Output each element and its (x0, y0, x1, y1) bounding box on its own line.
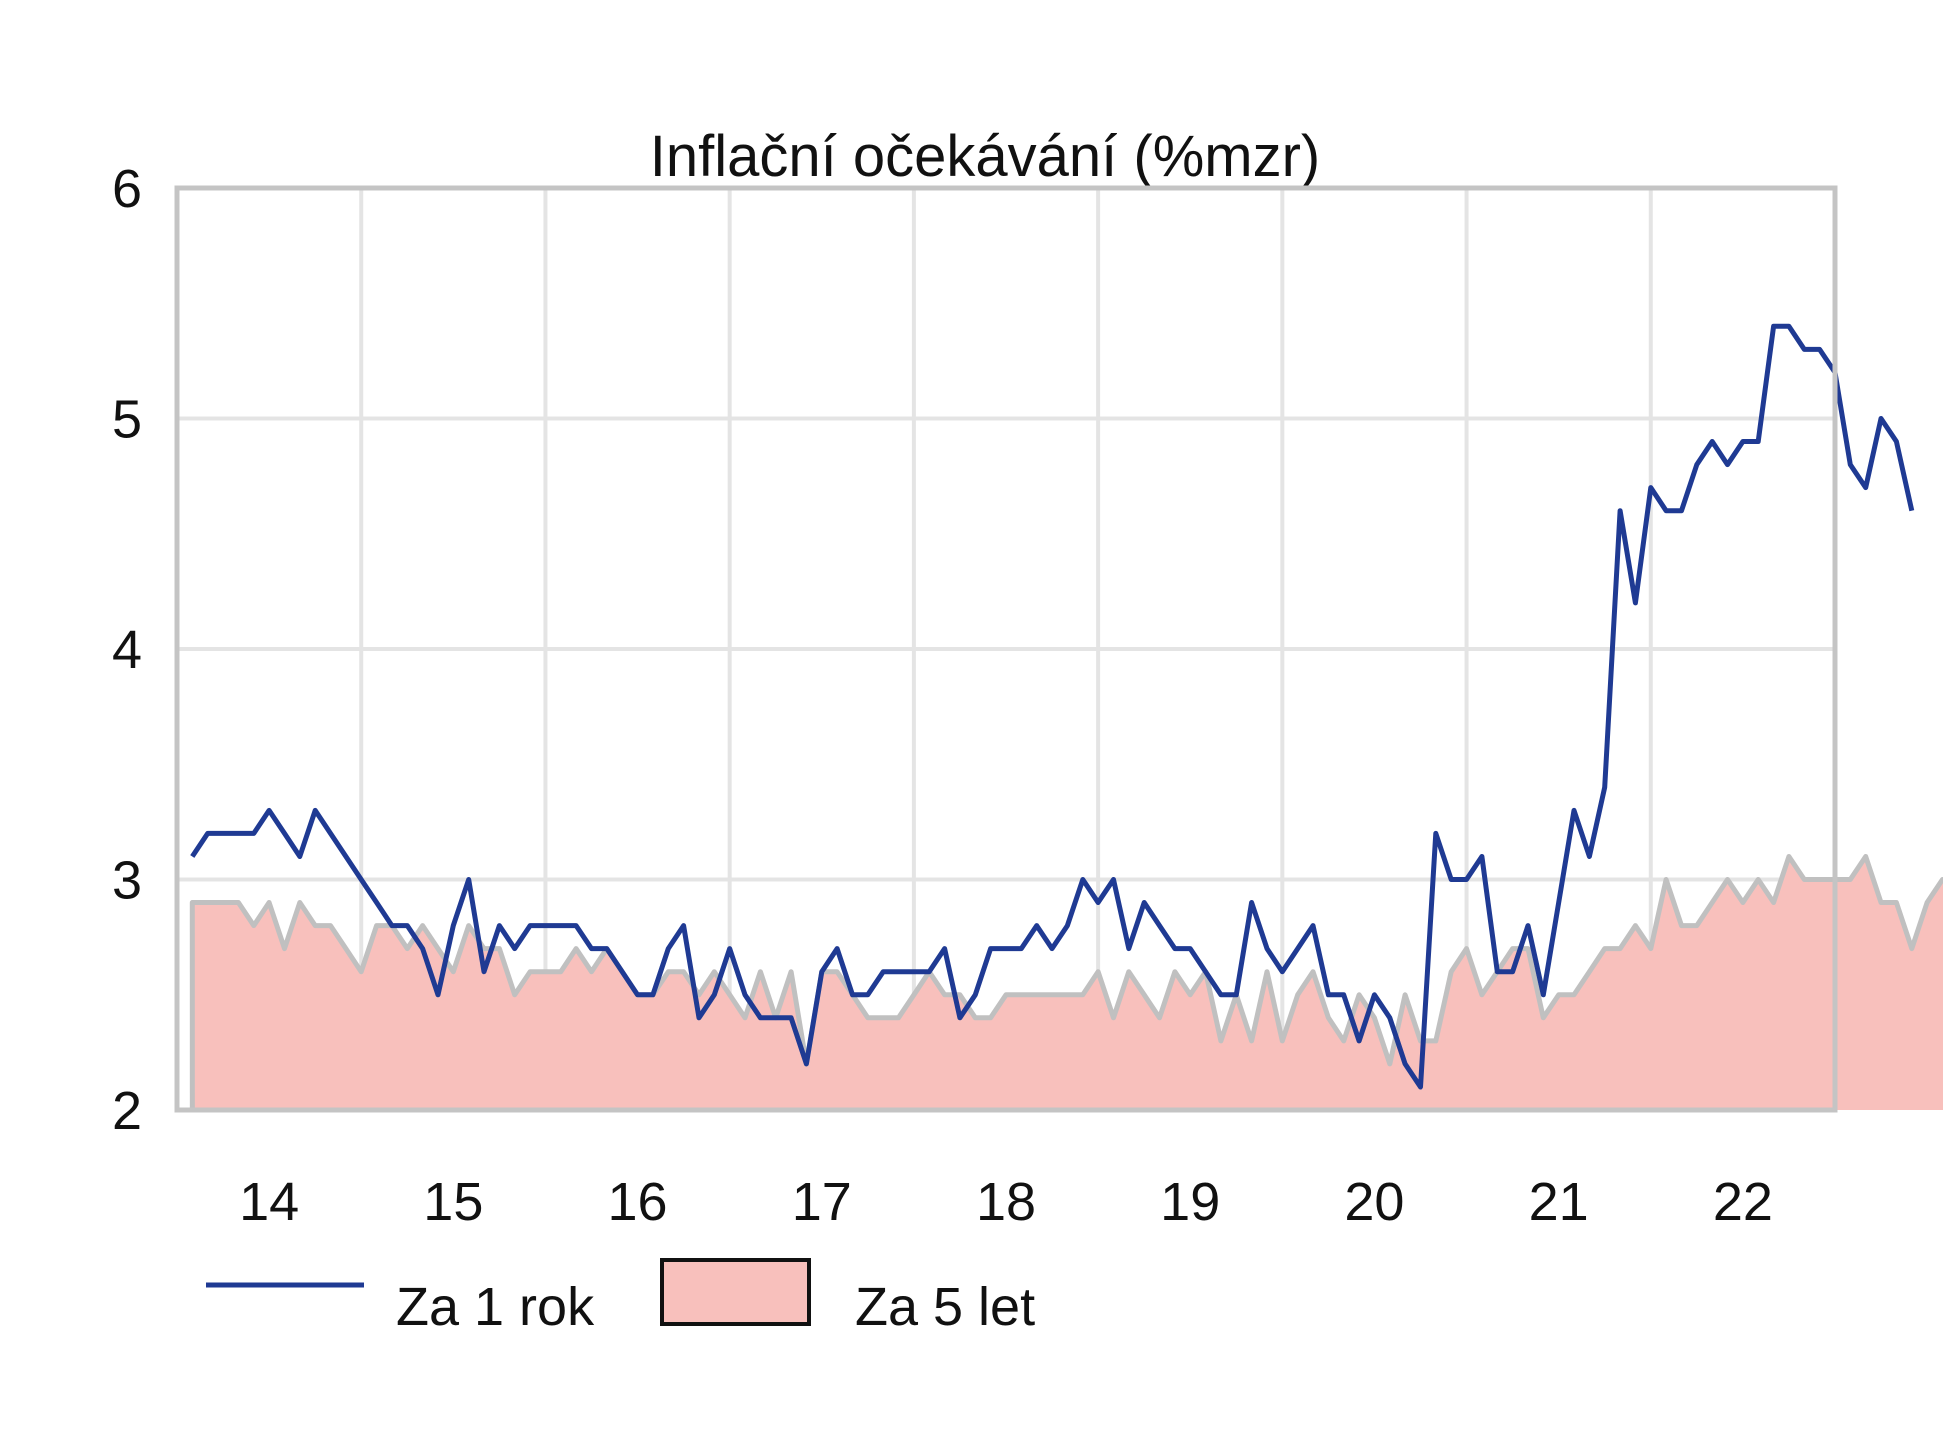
legend-label-za-5-let: Za 5 let (855, 1277, 1035, 1337)
y-tick-label: 6 (112, 159, 142, 219)
x-tick-label: 21 (1529, 1172, 1589, 1232)
series-line-za-1-rok (190, 323, 1915, 1090)
x-tick-label: 18 (976, 1172, 1036, 1232)
x-tick-label: 17 (792, 1172, 852, 1232)
x-tick-label: 20 (1344, 1172, 1404, 1232)
x-axis-ticks: 14 15 16 17 18 19 20 21 22 (239, 1172, 1773, 1232)
y-axis-ticks: 2 3 4 5 6 (112, 159, 142, 1141)
y-tick-label: 4 (112, 620, 142, 680)
line-za-1-rok (190, 323, 1915, 1090)
legend-area-swatch (660, 1258, 811, 1326)
area-fill-za-5-let (192, 856, 1943, 1110)
y-tick-label: 2 (112, 1081, 142, 1141)
legend-label-za-1-rok: Za 1 rok (396, 1277, 595, 1337)
chart-title: Inflační očekávání (%mzr) (650, 124, 1320, 189)
x-tick-label: 22 (1713, 1172, 1773, 1232)
x-tick-label: 15 (423, 1172, 483, 1232)
x-tick-label: 16 (608, 1172, 668, 1232)
x-tick-label: 19 (1160, 1172, 1220, 1232)
x-tick-label: 14 (239, 1172, 299, 1232)
plot-frame (174, 185, 1838, 1113)
series-area-za-5-let (189, 854, 1943, 1111)
y-tick-label: 5 (112, 390, 142, 450)
y-tick-label: 3 (112, 851, 142, 911)
legend: Za 1 rok Za 5 let (206, 1258, 1035, 1337)
